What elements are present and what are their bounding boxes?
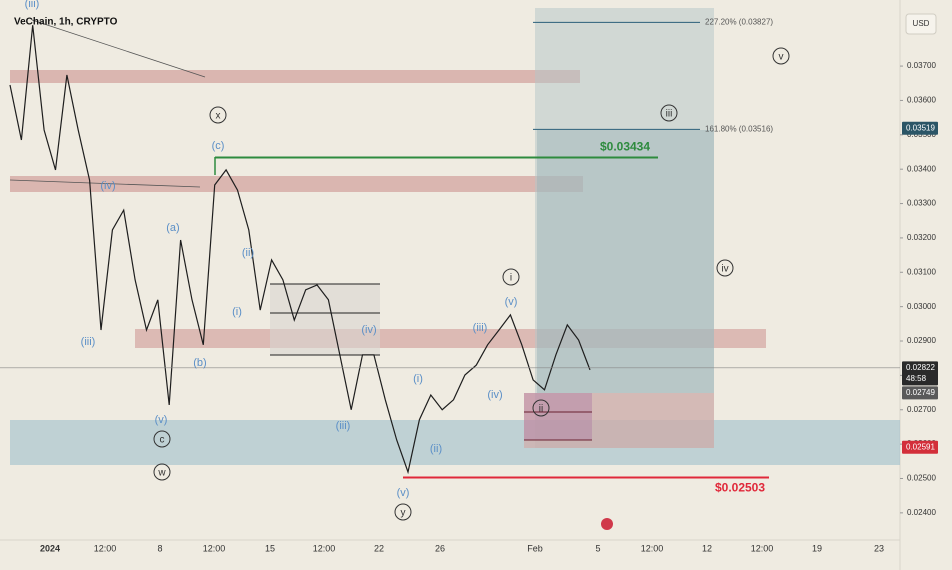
price-badge — [902, 361, 938, 386]
wave-label: (v) — [505, 296, 518, 308]
y-tick-label: 0.02400 — [907, 508, 936, 517]
wave-label: w — [157, 468, 166, 479]
price-badge — [902, 121, 938, 135]
wave-label: (iv) — [361, 324, 376, 336]
target-label: $0.02503 — [715, 481, 765, 495]
price-badge-label: 0.02822 — [906, 363, 935, 372]
price-line — [9, 25, 591, 475]
wave-circle — [153, 430, 171, 448]
y-tick-label: 0.02500 — [907, 474, 936, 483]
wave-label: v — [779, 52, 784, 63]
zone — [524, 393, 592, 440]
trend-line — [9, 179, 201, 188]
zone — [524, 393, 714, 448]
wave-circle — [716, 259, 734, 277]
price-badge-label: 0.02591 — [906, 442, 935, 451]
trend-line — [31, 19, 206, 78]
wave-label: (i) — [413, 373, 423, 385]
x-tick-label: 19 — [812, 543, 822, 553]
wave-circle — [532, 399, 550, 417]
price-badge-label: 0.02749 — [906, 388, 935, 397]
currency-box[interactable] — [905, 13, 937, 35]
target-label: $0.03434 — [600, 140, 650, 154]
x-tick-label: 26 — [435, 543, 445, 553]
x-tick-label: 5 — [595, 543, 600, 553]
wave-label: (iii) — [336, 420, 351, 432]
x-tick-label: 15 — [265, 543, 275, 553]
y-tick-label: 0.03200 — [907, 233, 936, 242]
y-tick-label: 0.03100 — [907, 267, 936, 276]
wave-circle — [153, 463, 171, 481]
wave-label: iv — [721, 264, 728, 275]
x-tick-label: 12:00 — [641, 543, 664, 553]
wave-label: ii — [539, 404, 543, 415]
wave-circle — [660, 104, 678, 122]
event-icon[interactable] — [601, 518, 613, 530]
wave-label: c — [160, 435, 165, 446]
chart-title: VeChain, 1h, CRYPTO — [14, 17, 118, 28]
x-tick-label: 23 — [874, 543, 884, 553]
wave-label: (c) — [212, 140, 225, 152]
wave-label: i — [510, 273, 512, 284]
wave-circle — [502, 268, 520, 286]
countdown: 48:58 — [906, 374, 927, 383]
wave-label: y — [401, 508, 406, 519]
currency[interactable]: USD — [913, 19, 930, 28]
x-tick-label: 12:00 — [94, 543, 117, 553]
x-tick-label: 12 — [702, 543, 712, 553]
wave-label: (iii) — [25, 0, 40, 10]
zone — [10, 176, 583, 192]
x-tick-label: 12:00 — [203, 543, 226, 553]
y-tick-label: 0.02700 — [907, 405, 936, 414]
wave-circle — [772, 47, 790, 65]
y-tick-label: 0.03400 — [907, 164, 936, 173]
y-tick-label: 0.02900 — [907, 336, 936, 345]
wave-label: (v) — [155, 414, 168, 426]
wave-label: (i) — [232, 306, 242, 318]
price-badge-label: 0.03519 — [906, 123, 935, 132]
wave-label: iii — [666, 109, 673, 120]
x-tick-label: 8 — [157, 543, 162, 553]
x-tick-label: 22 — [374, 543, 384, 553]
zone — [10, 420, 900, 465]
wave-label: x — [216, 111, 221, 122]
x-tick-label: 12:00 — [751, 543, 774, 553]
fib-label: 161.80% (0.03516) — [705, 124, 773, 133]
y-tick-label: 0.03000 — [907, 302, 936, 311]
wave-label: (b) — [193, 357, 206, 369]
wave-label: (iii) — [473, 322, 488, 334]
wave-label: (iv) — [100, 180, 115, 192]
wave-label: (iv) — [487, 389, 502, 401]
wave-label: (ii) — [430, 443, 442, 455]
y-tick-label: 0.03700 — [907, 61, 936, 70]
x-tick-label: 2024 — [40, 543, 60, 553]
projection-box — [537, 130, 714, 393]
wave-label: (iii) — [81, 336, 96, 348]
price-badge — [902, 386, 938, 400]
zone — [10, 70, 580, 83]
wave-circle — [209, 106, 227, 124]
y-tick-label: 0.03600 — [907, 96, 936, 105]
wave-label: (a) — [166, 222, 179, 234]
wave-label: (v) — [397, 487, 410, 499]
wave-circle — [394, 503, 412, 521]
x-tick-label: 12:00 — [313, 543, 336, 553]
price-badge — [902, 440, 938, 454]
projection-box — [535, 8, 714, 448]
fib-label: 227.20% (0.03827) — [705, 18, 773, 27]
y-tick-label: 0.03300 — [907, 199, 936, 208]
wave-label: (ii) — [242, 247, 254, 259]
x-tick-label: Feb — [527, 543, 543, 553]
